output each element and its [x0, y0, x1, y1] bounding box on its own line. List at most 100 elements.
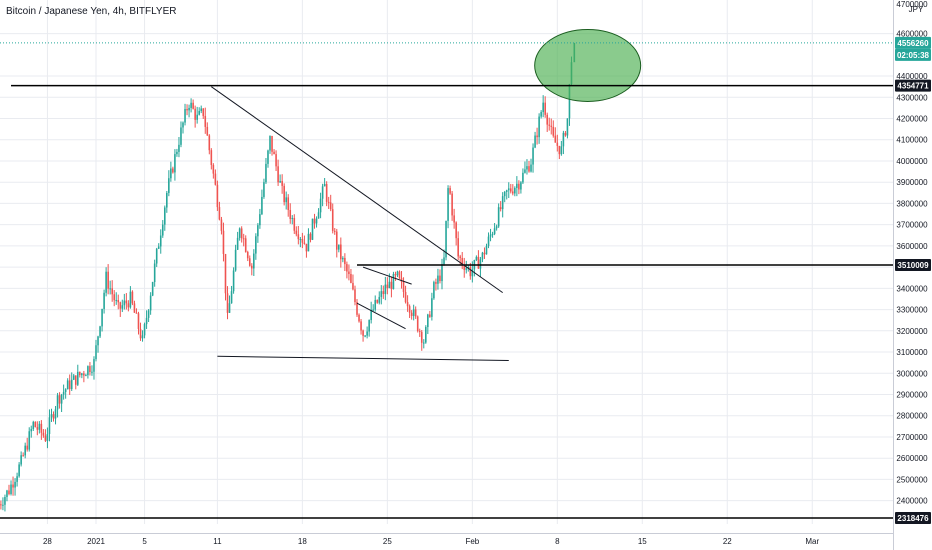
candle-body: [26, 445, 29, 450]
candle-body: [273, 151, 275, 155]
candle-body: [123, 300, 126, 306]
candle-body: [200, 108, 203, 111]
candle-body: [281, 180, 283, 186]
candle-body: [246, 251, 249, 259]
candle-body: [495, 226, 498, 229]
candle-body: [429, 314, 431, 317]
candle-body: [115, 300, 118, 302]
candle-body: [499, 207, 502, 210]
candle-body: [196, 114, 198, 120]
candle-body: [398, 271, 401, 278]
candle-body: [14, 481, 16, 488]
countdown-tag: 02:05:38: [897, 51, 930, 60]
descending-trendline[interactable]: [211, 86, 503, 294]
candle-body: [93, 359, 95, 372]
candle-body: [562, 132, 565, 147]
candle-body: [159, 235, 162, 247]
candle-body: [420, 331, 423, 343]
candle-body: [354, 289, 356, 303]
bottom-line-price-tag: 2318476: [897, 514, 929, 523]
candle-body: [459, 256, 461, 258]
candle-body: [143, 324, 146, 336]
candle-body: [303, 242, 306, 244]
candle-body: [433, 282, 435, 299]
candle-body: [194, 108, 196, 120]
candle-body: [174, 154, 176, 173]
support-trendline[interactable]: [217, 355, 509, 362]
mid-line-price-tag: 3510009: [897, 261, 929, 270]
price-tick-label: 3900000: [896, 178, 928, 187]
candle-body: [87, 366, 89, 376]
candle-body: [402, 281, 405, 292]
candle-body: [72, 375, 75, 380]
candle-body: [437, 275, 439, 284]
price-axis[interactable]: 2400000 2500000 2600000 2700000 2800000 29000…: [893, 0, 932, 550]
candle-body: [265, 163, 267, 183]
candle-body: [30, 429, 33, 432]
time-tick-label: 8: [555, 537, 560, 546]
candle-body: [352, 282, 354, 290]
candle-body: [457, 238, 459, 257]
candle-body: [56, 395, 59, 410]
candle-body: [550, 125, 553, 127]
candle-body: [83, 373, 85, 376]
price-tick-label: 2800000: [896, 412, 928, 421]
candle-body: [145, 317, 148, 325]
candle-body: [248, 258, 251, 266]
candle-body: [487, 236, 490, 247]
candle-body: [89, 366, 91, 373]
candle-body: [269, 135, 271, 151]
candle-body: [514, 187, 516, 194]
candle-body: [435, 282, 437, 284]
candle-body: [109, 288, 111, 290]
candle-body: [461, 257, 464, 265]
candle-body: [380, 291, 383, 297]
candle-body: [505, 190, 508, 192]
candle-body: [528, 166, 530, 172]
candle-body: [512, 191, 514, 194]
price-tick-label: 3400000: [896, 284, 928, 293]
time-tick-label: 22: [723, 537, 732, 546]
candle-body: [425, 327, 427, 343]
candle-body: [259, 214, 261, 226]
candle-body: [362, 330, 364, 336]
flag-upper-line[interactable]: [362, 266, 412, 285]
candle-body: [70, 379, 73, 390]
candle-body: [44, 435, 47, 441]
flag-lower-line[interactable]: [356, 302, 406, 330]
price-tick-label: 3300000: [896, 306, 928, 315]
candle-body: [542, 102, 544, 113]
candle-body: [261, 196, 263, 215]
candle-body: [222, 230, 225, 254]
candle-body: [236, 237, 239, 250]
candle-body: [522, 172, 524, 183]
candle-body: [465, 267, 468, 270]
candle-body: [186, 109, 188, 111]
candle-body: [481, 252, 484, 260]
candle-body: [368, 320, 370, 332]
highlight-ellipse[interactable]: [534, 28, 642, 102]
candle-body: [364, 335, 366, 337]
candle-body: [97, 336, 99, 346]
candle-body: [224, 253, 227, 294]
candle-body: [422, 342, 425, 344]
time-tick-label: 5: [142, 537, 147, 546]
candle-body: [485, 246, 488, 255]
candle-body: [534, 135, 536, 148]
drawings[interactable]: [0, 28, 893, 519]
candle-body: [202, 108, 205, 116]
candle-body: [400, 277, 403, 282]
candle-body: [406, 302, 409, 307]
candle-body: [560, 146, 563, 155]
time-tick-label: Feb: [465, 537, 479, 546]
candle-body: [366, 331, 368, 336]
time-axis[interactable]: 28 2021 5 11 18 25 Feb 8 15 22 Mar: [0, 533, 893, 547]
candle-body: [548, 124, 551, 126]
candle-body: [297, 234, 300, 240]
candle-body: [103, 292, 105, 309]
candle-body: [317, 212, 320, 219]
candle-body: [275, 154, 277, 167]
candle-body: [427, 314, 429, 328]
candle-body: [149, 295, 152, 311]
